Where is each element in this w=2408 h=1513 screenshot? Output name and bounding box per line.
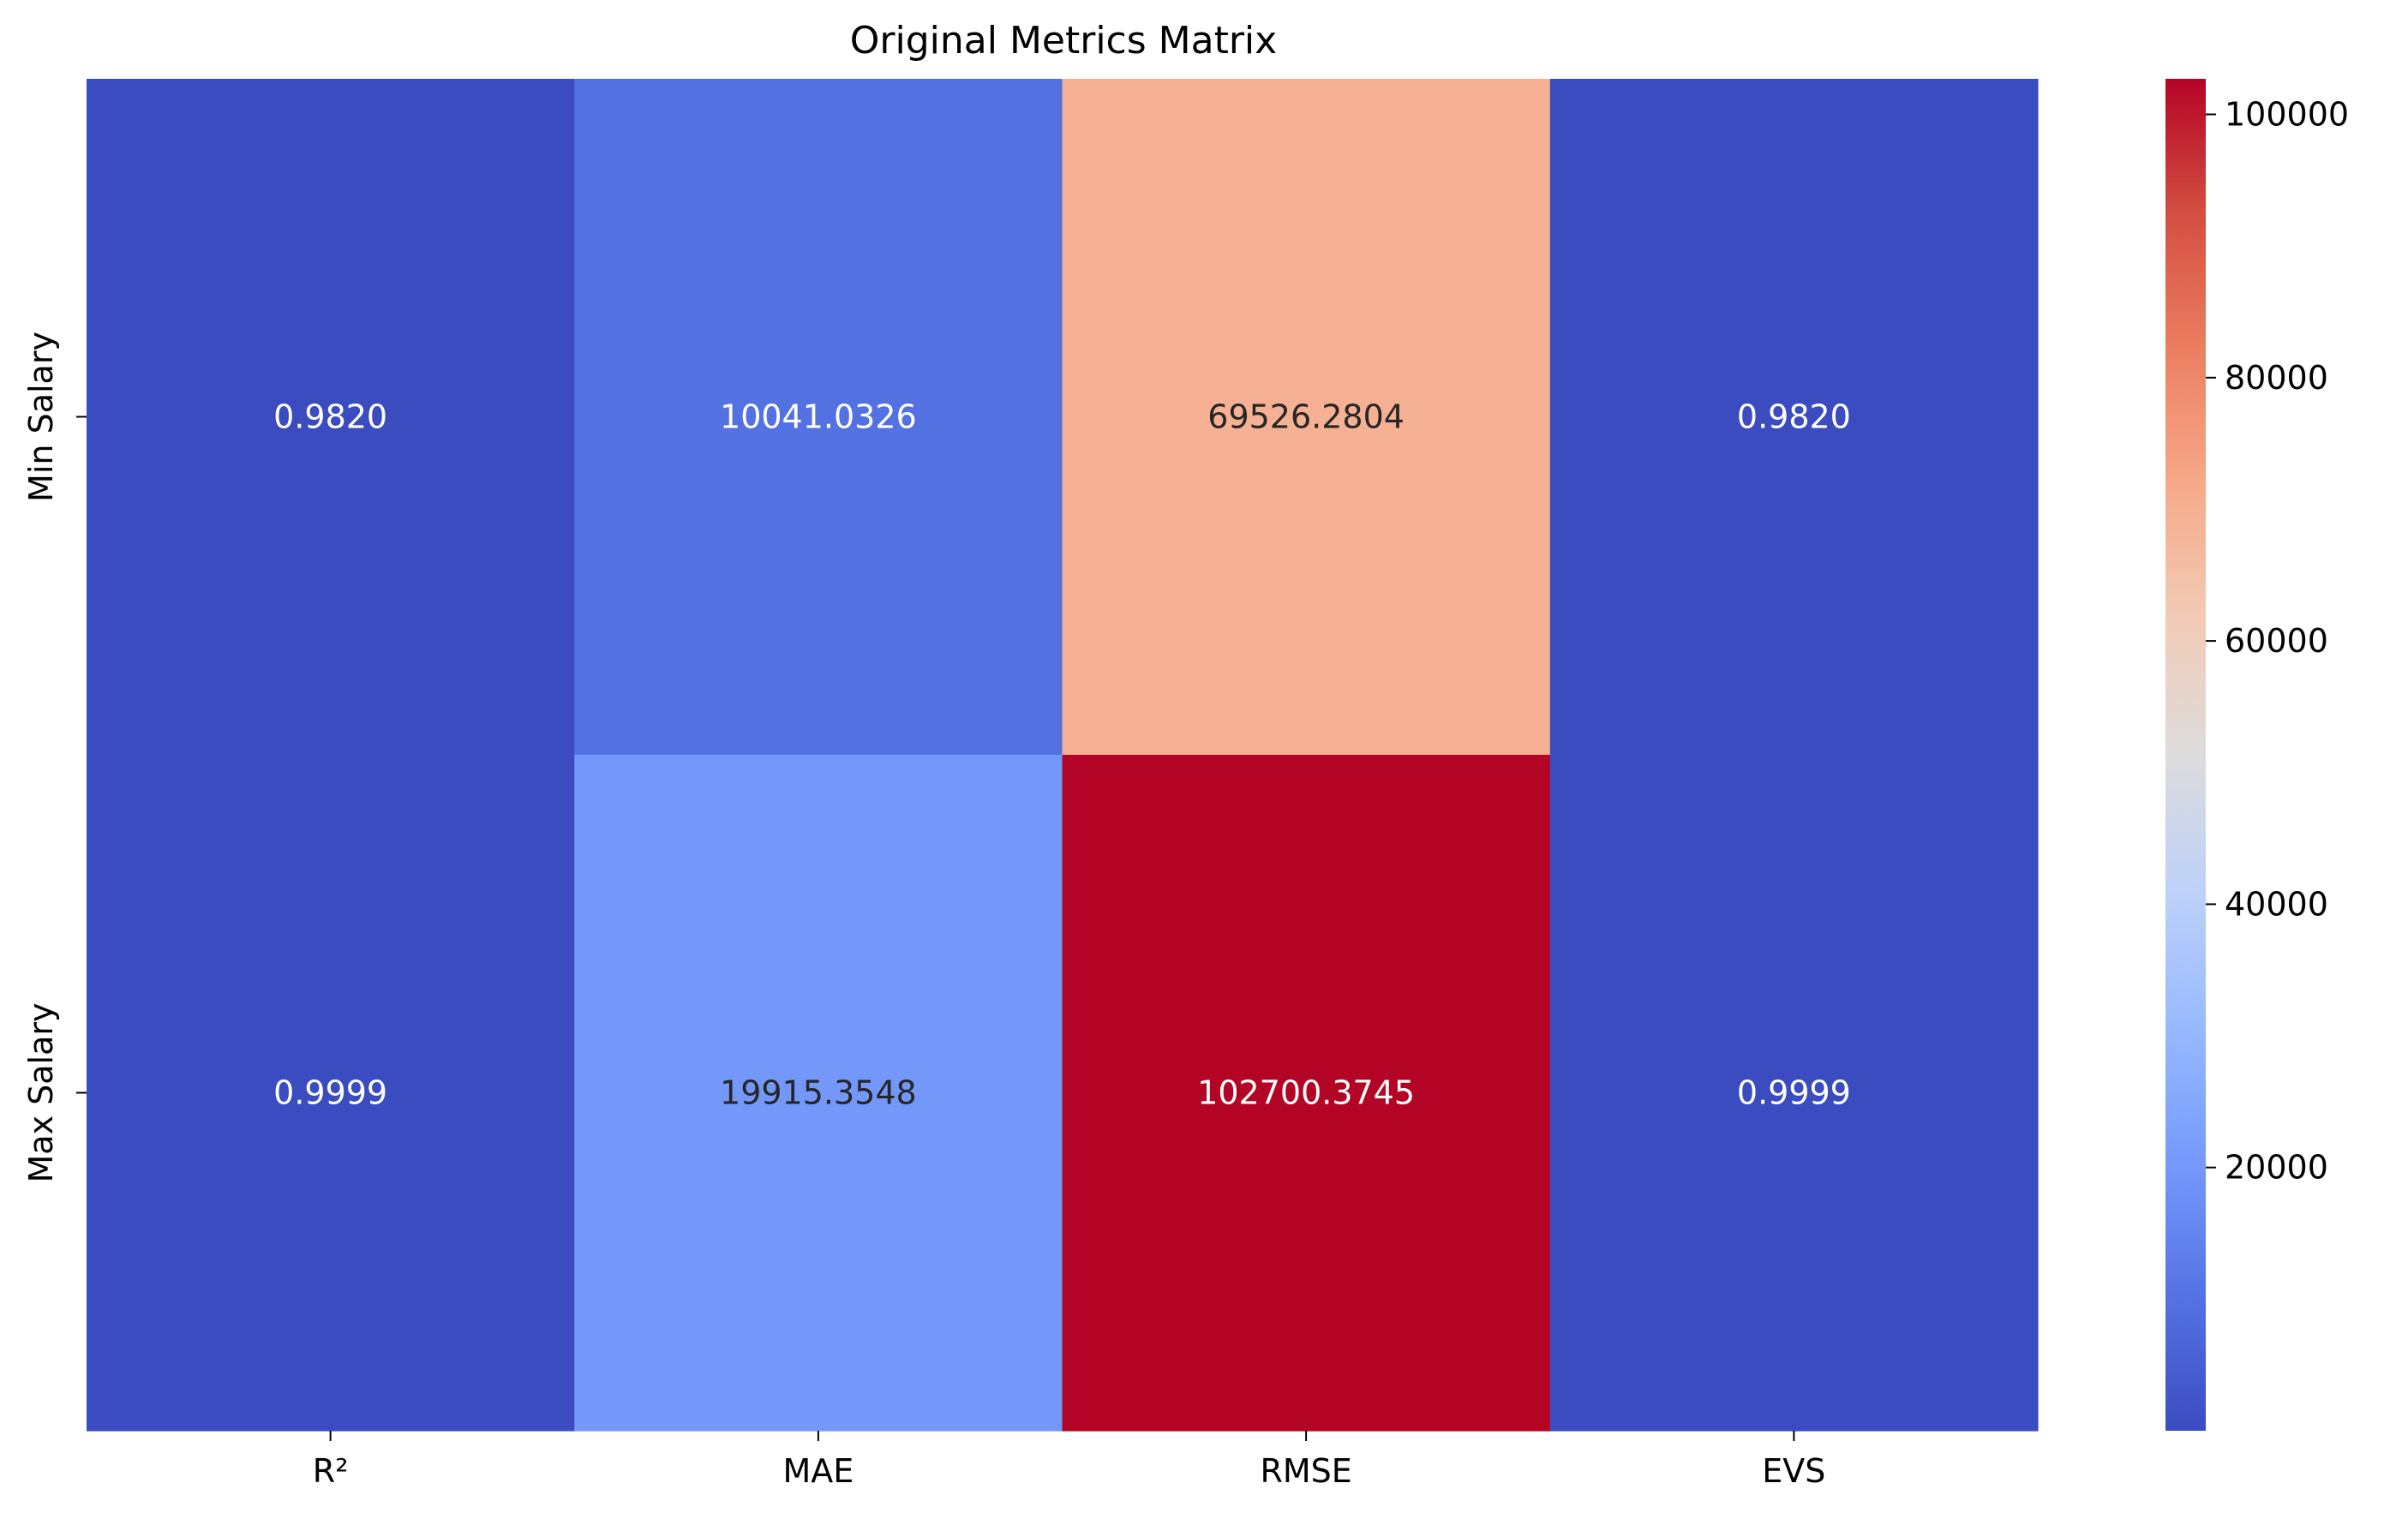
x-axis: R² MAE RMSE EVS	[313, 1431, 1825, 1490]
colorbar-gradient	[2165, 79, 2206, 1431]
heatmap-cell	[574, 755, 1063, 1432]
x-tick-label: EVS	[1762, 1452, 1825, 1490]
x-tick-label: MAE	[782, 1452, 854, 1490]
cell-value-label: 10041.0326	[720, 398, 917, 436]
heatmap-cell	[1549, 79, 2039, 756]
colorbar-ticks: 20000 40000 60000 80000 100000	[2206, 95, 2349, 1187]
cell-value-label: 0.9820	[1737, 398, 1851, 436]
colorbar: 20000 40000 60000 80000 100000	[2165, 79, 2349, 1431]
cell-value-label: 0.9999	[1737, 1074, 1851, 1112]
colorbar-tick-label: 80000	[2225, 359, 2328, 397]
cell-value-label: 19915.3548	[720, 1074, 917, 1112]
cell-value-label: 0.9820	[273, 398, 387, 436]
colorbar-tick-label: 40000	[2225, 885, 2328, 923]
heatmap-cell	[1062, 755, 1551, 1432]
chart-title: Original Metrics Matrix	[850, 19, 1277, 63]
heatmap-cell	[1549, 755, 2039, 1432]
heatmap-cell	[87, 755, 575, 1432]
y-tick-label: Max Salary	[22, 1002, 60, 1182]
heatmap-cells: 0.9820 10041.0326 69526.2804 0.9820 0.9999 19…	[87, 79, 2039, 1432]
y-axis: Min Salary Max Salary	[22, 332, 87, 1183]
y-tick-label: Min Salary	[22, 332, 60, 502]
cell-value-label: 102700.3745	[1197, 1074, 1415, 1112]
cell-value-label: 0.9999	[273, 1074, 387, 1112]
cell-value-label: 69526.2804	[1207, 398, 1405, 436]
x-tick-label: R²	[313, 1452, 349, 1490]
colorbar-tick-label: 20000	[2225, 1149, 2328, 1187]
x-tick-label: RMSE	[1260, 1452, 1351, 1490]
colorbar-tick-label: 60000	[2225, 622, 2328, 660]
heatmap-cell	[1062, 79, 1551, 756]
heatmap-cell	[87, 79, 575, 756]
colorbar-tick-label: 100000	[2225, 95, 2349, 133]
heatmap-cell	[574, 79, 1063, 756]
